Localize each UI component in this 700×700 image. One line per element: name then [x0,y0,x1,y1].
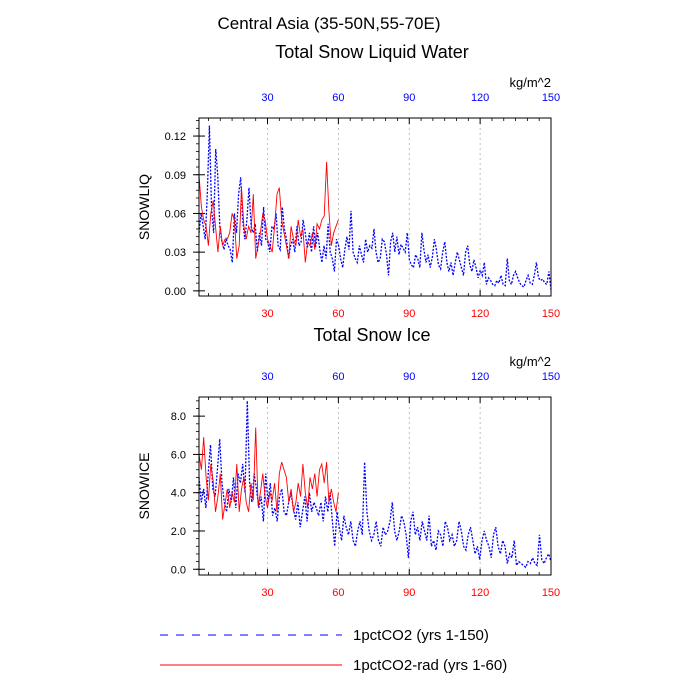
x-tick-label-top: 90 [403,92,415,104]
plot-frame [198,117,552,297]
x-tick-label-bottom: 150 [542,308,560,320]
x-tick-label-bottom: 30 [261,587,273,599]
units-label: kg/m^2 [509,354,551,369]
x-tick-label-bottom: 120 [471,587,489,599]
x-tick-label-top: 90 [403,371,415,383]
x-tick-label-top: 30 [261,371,273,383]
x-tick-label-top: 60 [332,371,344,383]
x-tick-label-bottom: 120 [471,308,489,320]
x-tick-label-bottom: 150 [542,587,560,599]
y-tick-label: 0.03 [165,247,186,259]
y-axis-label: SNOWICE [136,453,152,520]
legend-label-1pctco2: 1pctCO2 (yrs 1-150) [353,627,489,644]
y-tick-label: 0.00 [165,286,186,298]
y-axis-label: SNOWLIQ [136,174,152,240]
legend-label-1pctco2-rad: 1pctCO2-rad (yrs 1-60) [353,657,507,674]
x-tick-label-bottom: 30 [261,308,273,320]
plot-frame [198,396,552,576]
panel-title: Total Snow Ice [313,325,430,345]
units-label: kg/m^2 [509,75,551,90]
panel-title: Total Snow Liquid Water [275,42,468,62]
x-tick-label-bottom: 90 [403,308,415,320]
figure-title: Central Asia (35-50N,55-70E) [217,14,440,33]
x-tick-label-top: 120 [471,92,489,104]
series-line-1pctco2 [198,125,552,290]
y-tick-label: 0.06 [165,208,186,220]
x-tick-label-bottom: 90 [403,587,415,599]
x-tick-label-top: 150 [542,92,560,104]
series-line-1pctco2-rad [198,161,339,263]
snowliq-panel: Total Snow Liquid Water kg/m^2 SNOWLIQ 30 30… [136,42,560,320]
y-tick-label: 0.12 [165,131,186,143]
x-tick-label-top: 120 [471,371,489,383]
y-tick-label: 6.0 [171,449,186,461]
x-tick-label-bottom: 60 [332,308,344,320]
x-tick-label-top: 150 [542,371,560,383]
series-line-1pctco2 [198,400,552,569]
x-tick-label-top: 60 [332,92,344,104]
snowice-panel: Total Snow Ice kg/m^2 SNOWICE 30 30 60 60 90 90 1… [136,325,560,599]
x-tick-label-top: 30 [261,92,273,104]
x-tick-label-bottom: 60 [332,587,344,599]
y-tick-label: 8.0 [171,411,186,423]
y-tick-label: 2.0 [171,526,186,538]
series-line-1pctco2-rad [198,427,339,520]
y-tick-label: 0.09 [165,170,186,182]
y-tick-label: 0.0 [171,564,186,576]
y-tick-label: 4.0 [171,488,186,500]
legend: 1pctCO2 (yrs 1-150) 1pctCO2-rad (yrs 1-6… [160,627,507,674]
